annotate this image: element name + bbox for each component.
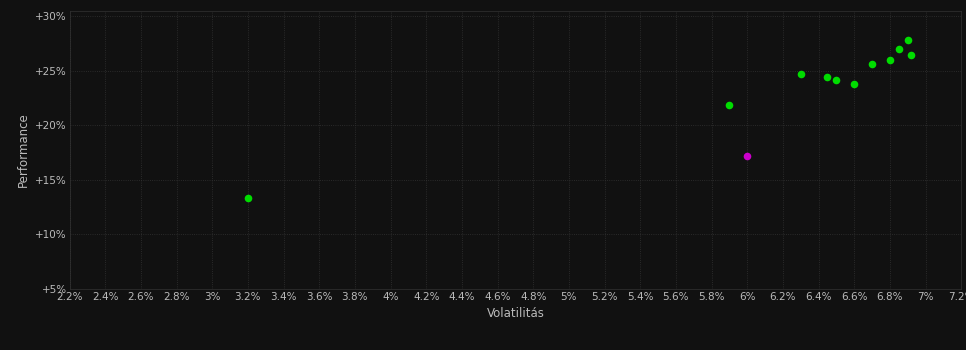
Point [241,195,256,201]
Point [903,52,919,58]
Point [793,71,809,77]
Point [846,81,862,86]
Point [882,57,897,62]
Point [820,74,836,80]
Point [865,61,880,67]
Point [722,103,737,108]
Point [829,78,844,83]
Point [739,153,754,159]
Point [891,46,906,51]
Point [900,37,916,43]
Y-axis label: Performance: Performance [16,112,30,187]
X-axis label: Volatilitás: Volatilitás [487,307,544,320]
